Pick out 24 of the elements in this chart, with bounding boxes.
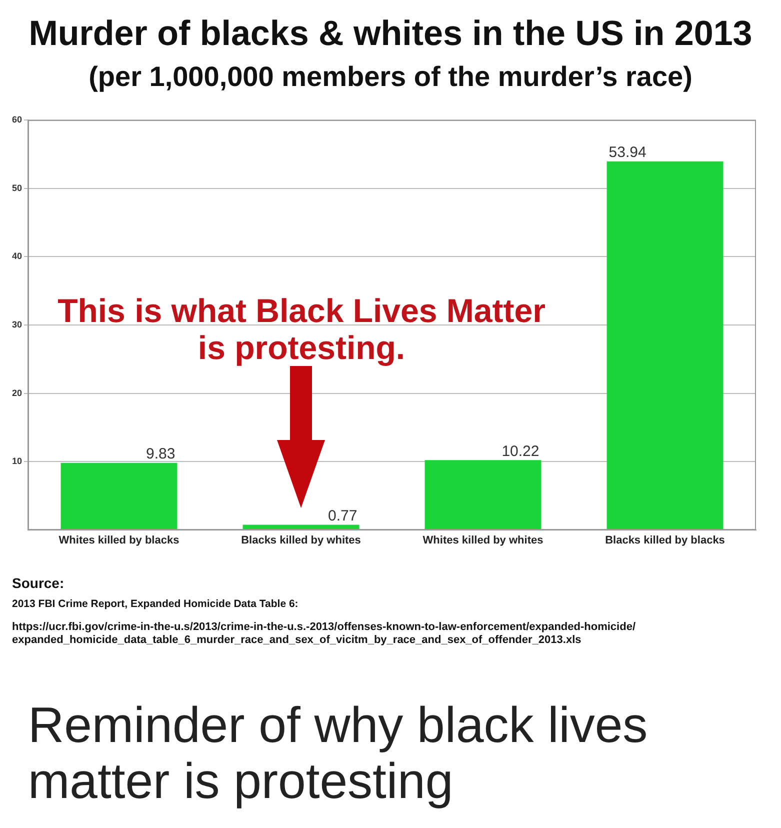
x-tick-label: Whites killed by blacks [58,534,180,547]
bar [606,161,724,530]
y-tick-label: 30 [12,319,22,330]
y-tick-label: 40 [12,251,22,262]
data-label: 10.22 [502,442,540,460]
y-tick-label: 50 [12,182,22,193]
y-tick-label: 20 [12,388,22,398]
bar [424,460,542,530]
chart-subtitle: (per 1,000,000 members of the murder’s race) [88,60,694,94]
annotation: This is what Black Lives Matter is protesting. [56,292,546,366]
data-label: 53.94 [608,144,646,162]
data-label: 0.77 [328,507,358,524]
x-tick-label: Whites killed by whites [422,534,544,547]
y-tick-label: 10 [12,456,22,466]
source-note: Source: [12,574,66,592]
chart-title: Murder of blacks & whites in the US in 2013 [28,13,754,55]
text: 2013 FBI Crime Report, Expanded Homicide Data Table 6: [12,597,300,611]
data-label: 9.83 [146,445,176,462]
x-tick-label: Blacks killed by blacks [605,534,725,547]
x-tick-label: Blacks killed by whites [241,534,361,547]
y-tick-label: 60 [12,114,22,124]
bar [60,462,178,530]
text: https://ucr.fbi.gov/crime-in-the-u.s/2013/crime-in-the-u.s.-2013/offenses-known-to-law-enforcement/expanded-homicide/expanded_homicide_data_table_6_murder_race_and_sex_of_vicitm_by_race_and_sex_of_offender_2013.xls [12,621,636,646]
text: Reminder of why black lives matter is protesting [28,697,649,809]
